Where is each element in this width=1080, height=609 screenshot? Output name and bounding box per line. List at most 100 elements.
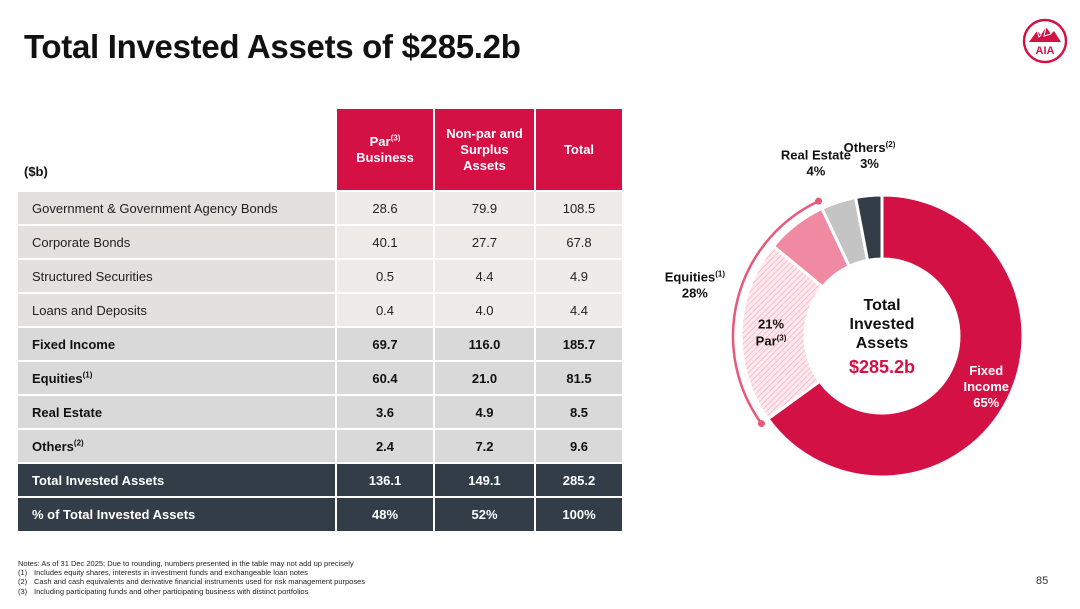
par-value: 0.4 [335, 292, 434, 327]
nonpar-value: 149.1 [433, 462, 535, 497]
note-number: (2) [18, 577, 28, 587]
table-row: Total Invested Assets 136.1 149.1 285.2 [18, 462, 622, 497]
unit-label: ($b) [18, 109, 336, 191]
row-label: Structured Securities [18, 258, 336, 293]
total-value: 100% [534, 496, 622, 531]
center-label-line: Invested [850, 316, 915, 333]
nonpar-value: 4.0 [433, 292, 535, 327]
row-label: Corporate Bonds [18, 224, 336, 259]
par-value: 2.4 [335, 428, 434, 463]
total-value-text: 100% [562, 507, 596, 522]
nonpar-value-text: 7.2 [475, 438, 494, 454]
total-value: 67.8 [534, 224, 622, 259]
equities-label: Equities(1) [665, 269, 726, 284]
par-value-text: 0.5 [375, 268, 395, 284]
equities-arc-end-dot [815, 197, 823, 205]
invested-assets-donut-chart: Total Invested Assets $285.2b FixedIncome65%… [665, 140, 1025, 479]
row-label: % of Total Invested Assets [18, 496, 336, 531]
nonpar-value: 79.9 [433, 190, 535, 225]
header-par-sup: (3) [390, 133, 401, 143]
nonpar-value: 52% [433, 496, 535, 531]
others-label-sup: (2) [886, 140, 896, 149]
row-label: Others(2) [18, 428, 336, 463]
par-value: 0.5 [335, 258, 434, 293]
row-label-text: Real Estate [32, 404, 103, 420]
real-estate-label: Real Estate [781, 148, 851, 163]
nonpar-value-text: 149.1 [468, 472, 501, 488]
donut-slice-equities-par [739, 244, 825, 421]
total-value-text: 285.2 [562, 472, 596, 488]
row-label-text: Fixed Income [32, 336, 116, 352]
row-label: Equities(1) [18, 360, 336, 395]
row-label: Fixed Income [18, 326, 336, 361]
nonpar-value: 4.4 [433, 258, 535, 293]
row-label: Real Estate [18, 394, 336, 429]
table-row: Structured Securities 0.5 4.4 4.9 [18, 258, 622, 293]
par-slice-label-main: Par [756, 334, 777, 349]
par-value-text: 69.7 [372, 336, 398, 352]
others-percent: 3% [860, 156, 879, 171]
svg-text:AIA: AIA [1036, 45, 1055, 57]
note-number: (3) [18, 586, 28, 596]
header-par-label: Par [369, 133, 391, 149]
table-row: Government & Government Agency Bonds 28.6… [18, 190, 622, 225]
row-label-text: Equities [32, 370, 83, 386]
par-value-text: 40.1 [372, 234, 398, 250]
total-value-text: 67.8 [566, 234, 592, 250]
par-value: 136.1 [335, 462, 434, 497]
row-label-text: Loans and Deposits [32, 302, 147, 318]
header-par: Par(3) Business [335, 109, 434, 191]
row-label-text: % of Total Invested Assets [32, 507, 196, 522]
nonpar-value-text: 27.7 [471, 234, 498, 250]
par-value: 40.1 [335, 224, 434, 259]
equities-percent: 28% [682, 285, 708, 300]
total-value-text: 4.9 [569, 268, 589, 284]
par-value-text: 48% [371, 507, 399, 522]
footnotes: Notes: As of 31 Dec 2025; Due to roundin… [18, 559, 365, 596]
row-label: Loans and Deposits [18, 292, 336, 327]
fixed-income-label: Fixed [969, 363, 1003, 378]
equities-group-arc [731, 200, 820, 425]
total-value: 285.2 [534, 462, 622, 497]
equities-arc-start-dot [757, 420, 765, 428]
note-number: (1) [18, 568, 28, 578]
par-value-text: 28.6 [372, 200, 398, 216]
header-total: Total [534, 109, 622, 191]
row-label-text: Others [32, 438, 74, 454]
row-label-text: Corporate Bonds [32, 234, 131, 250]
total-value: 4.4 [534, 292, 622, 327]
equities-label-main: Equities [665, 269, 716, 284]
nonpar-value: 21.0 [433, 360, 535, 395]
nonpar-value: 4.9 [433, 394, 535, 429]
par-value: 3.6 [335, 394, 434, 429]
par-value-text: 0.4 [375, 302, 395, 318]
fixed-income-percent: 65% [973, 395, 999, 410]
table-row: Real Estate 3.6 4.9 8.5 [18, 394, 622, 429]
total-value: 108.5 [534, 190, 622, 225]
donut-slice-fixed-income [765, 193, 1025, 479]
par-value-text: 3.6 [375, 404, 395, 420]
fixed-income-label: Income [963, 379, 1009, 394]
equities-label-sup: (1) [715, 269, 725, 278]
total-value-text: 9.6 [569, 438, 589, 454]
note-text: Cash and cash equivalents and derivative… [34, 577, 366, 587]
page-title: Total Invested Assets of $285.2b [24, 28, 521, 65]
total-value-text: 185.7 [562, 336, 596, 352]
table-header-row: ($b) Par(3) Business Non-par and Surplus … [18, 109, 622, 191]
nonpar-value-text: 116.0 [468, 336, 501, 352]
row-label-sup: (1) [82, 370, 93, 380]
nonpar-value-text: 4.9 [475, 404, 494, 420]
nonpar-value: 27.7 [433, 224, 535, 259]
par-value: 60.4 [335, 360, 434, 395]
par-slice-percent: 21% [758, 317, 784, 332]
total-value: 185.7 [534, 326, 622, 361]
total-value: 81.5 [534, 360, 622, 395]
center-label-line: Assets [856, 335, 909, 352]
note-item: (1) Includes equity shares, interests in … [18, 568, 365, 577]
note-item: (3) Including participating funds and oth… [18, 587, 365, 596]
nonpar-value-text: 79.9 [471, 200, 498, 216]
others-label: Others(2) [844, 140, 896, 155]
notes-header: Notes: As of 31 Dec 2025; Due to roundin… [18, 559, 354, 568]
table-row: Fixed Income 69.7 116.0 185.7 [18, 326, 622, 361]
nonpar-value: 116.0 [433, 326, 535, 361]
